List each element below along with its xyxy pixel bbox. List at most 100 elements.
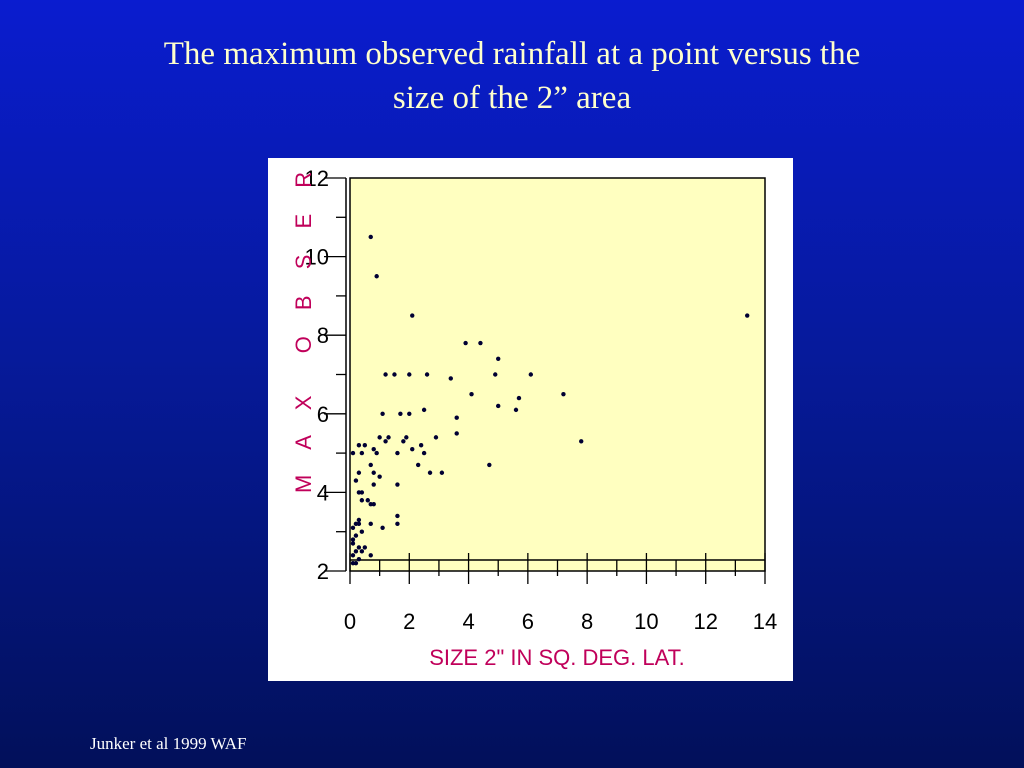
data-point (496, 403, 501, 409)
data-point (392, 372, 397, 377)
data-point (579, 439, 584, 444)
data-point (353, 560, 359, 566)
data-point (487, 462, 492, 468)
data-point (362, 443, 368, 448)
plot-area (349, 177, 766, 572)
data-point (407, 411, 412, 416)
data-point (404, 435, 409, 440)
data-point (365, 498, 370, 503)
data-point (356, 557, 362, 562)
data-point (377, 474, 382, 479)
data-point (528, 372, 534, 377)
data-point (427, 470, 433, 475)
data-point (371, 482, 376, 487)
data-point (356, 545, 362, 550)
data-point (353, 549, 359, 554)
x-tick-label: 2 (403, 609, 415, 634)
data-point (359, 549, 365, 554)
x-tick-label: 4 (462, 609, 474, 634)
data-point (362, 545, 368, 550)
data-point (496, 356, 501, 361)
data-point (371, 470, 376, 475)
data-point (401, 439, 406, 444)
scatter-chart: 2 4 6 8 10 12 0 2 4 6 8 10 12 14 M A X O B S E R V SI… (268, 158, 793, 681)
y-axis-label: M A X O B S E R V (291, 158, 316, 493)
data-point (368, 521, 373, 527)
data-point (377, 435, 382, 440)
y-tick-label: 4 (317, 480, 329, 505)
data-point (383, 439, 388, 444)
data-point (398, 411, 403, 416)
data-point (469, 391, 474, 397)
y-tick-label: 10 (305, 245, 329, 270)
data-point (350, 525, 356, 530)
data-point (421, 450, 427, 456)
data-point (353, 478, 359, 483)
data-point (380, 525, 385, 530)
data-point (395, 482, 400, 487)
data-point (395, 513, 400, 519)
data-point (395, 450, 400, 456)
data-point (410, 446, 415, 452)
title-line-1: The maximum observed rainfall at a point… (163, 36, 861, 72)
x-tick-label: 6 (522, 609, 534, 634)
data-point (368, 234, 373, 240)
data-point (353, 533, 359, 538)
data-point (454, 415, 459, 420)
x-tick-label: 14 (753, 609, 777, 634)
data-point (561, 391, 566, 397)
data-point (745, 313, 750, 318)
data-point (356, 470, 362, 475)
data-point (418, 443, 424, 448)
data-point (368, 462, 373, 468)
data-point (433, 435, 439, 440)
data-point (350, 541, 356, 546)
data-point (374, 274, 379, 279)
data-point (371, 446, 376, 452)
data-point (371, 501, 376, 507)
y-tick-label: 6 (317, 402, 329, 427)
data-point (356, 517, 362, 523)
data-point (356, 443, 362, 448)
data-point (410, 313, 415, 318)
citation-footer: Junker et al 1999 WAF (90, 734, 247, 753)
data-point (368, 553, 373, 558)
data-point (386, 435, 391, 440)
y-tick-label: 12 (305, 166, 329, 191)
data-point (439, 470, 445, 475)
data-point (448, 376, 453, 381)
x-tick-label: 0 (344, 609, 356, 634)
y-tick-label: 8 (317, 323, 329, 348)
data-point (380, 411, 385, 416)
data-point (350, 553, 356, 558)
data-point (407, 372, 412, 377)
data-point (350, 450, 356, 456)
data-point (463, 340, 468, 346)
data-point (454, 431, 459, 436)
data-point (415, 462, 421, 468)
y-tick-label: 2 (317, 559, 329, 584)
x-tick-label: 12 (693, 609, 717, 634)
x-tick-label: 10 (634, 609, 658, 634)
data-point (493, 372, 498, 377)
data-point (516, 395, 522, 401)
data-point (424, 372, 430, 377)
data-point (356, 521, 362, 527)
x-tick-label: 8 (581, 609, 593, 634)
data-point (350, 537, 356, 542)
data-point (359, 529, 365, 534)
data-point (421, 407, 427, 413)
data-point (359, 490, 365, 495)
data-point (383, 372, 388, 377)
data-point (395, 521, 400, 527)
data-point (513, 407, 519, 413)
title-line-2: size of the 2” area (392, 80, 632, 116)
data-point (374, 450, 379, 456)
x-axis-label: SIZE 2" IN SQ. DEG. LAT. (429, 645, 685, 670)
data-point (478, 340, 483, 346)
data-point (359, 498, 365, 503)
data-points (350, 234, 750, 566)
data-point (359, 450, 365, 456)
